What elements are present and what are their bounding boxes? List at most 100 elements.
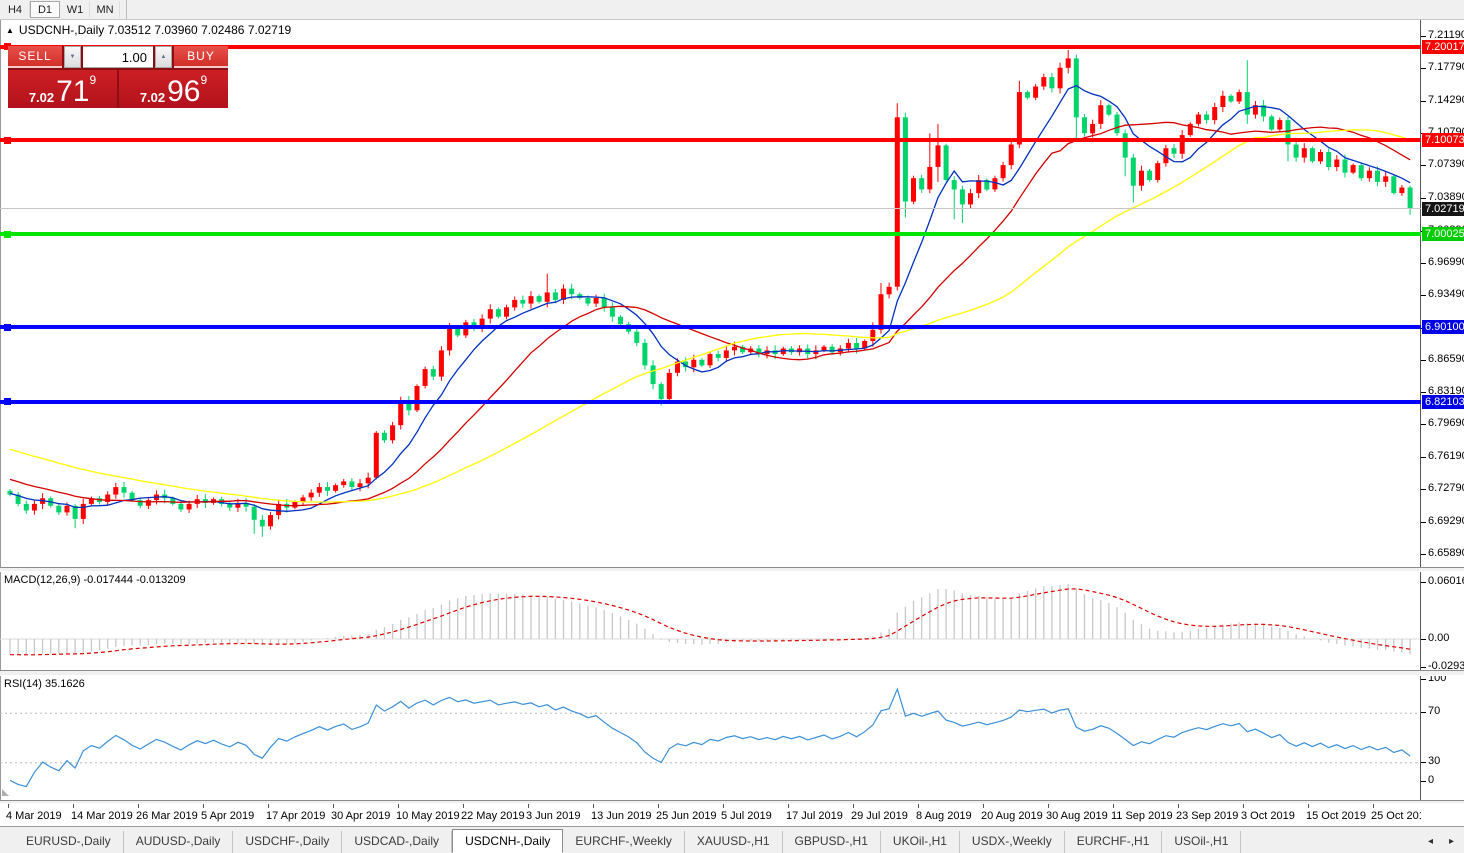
price-axis-tick <box>1421 359 1426 361</box>
support-line[interactable] <box>0 325 1421 329</box>
support-line[interactable] <box>0 399 1421 404</box>
date-axis-label: 3 Jun 2019 <box>526 810 581 822</box>
sell-price-big: 71 <box>56 75 90 108</box>
date-axis-tick <box>333 804 334 808</box>
tab-gbpusd-h1[interactable]: GBPUSD-,H1 <box>783 831 881 853</box>
price-axis-tick-label: 6.69290 <box>1428 514 1464 527</box>
date-axis-tick <box>268 804 269 808</box>
macd-axis-tick-label: 0.060161 <box>1428 575 1464 588</box>
triangle-down-icon: ▼ <box>69 54 76 60</box>
price-badge: 6.90100 <box>1422 320 1464 334</box>
line-handle[interactable] <box>4 323 11 331</box>
timeframe-mn[interactable]: MN <box>90 1 120 18</box>
current-bid-line[interactable] <box>0 208 1421 210</box>
pane-splitter[interactable] <box>0 567 1464 572</box>
date-axis-label: 14 Mar 2019 <box>71 810 133 822</box>
rsi-axis-tick <box>1421 679 1426 680</box>
resistance-line[interactable] <box>0 44 1421 49</box>
rsi-axis-tick <box>1421 762 1426 763</box>
pane-splitter[interactable] <box>0 800 1464 804</box>
date-axis-label: 3 Oct 2019 <box>1241 810 1295 822</box>
volume-increase-button[interactable]: ▲ <box>155 46 172 68</box>
sell-price-tile[interactable]: 7.02 71 9 <box>8 70 117 108</box>
buy-price-sup: 9 <box>200 73 208 87</box>
date-axis-label: 17 Jul 2019 <box>786 810 843 822</box>
tab-usdchf-daily[interactable]: USDCHF-,Daily <box>233 831 343 853</box>
date-axis-tick <box>73 804 74 808</box>
date-axis-tick <box>1308 804 1309 808</box>
rsi-pane-canvas <box>0 687 1421 788</box>
price-axis-tick-label: 6.79690 <box>1428 417 1464 430</box>
tab-eurusd-daily[interactable]: EURUSD-,Daily <box>14 831 124 853</box>
price-axis-tick-label: 6.83190 <box>1428 384 1464 397</box>
toolbar-separator <box>126 0 127 19</box>
chart-symbol-label: USDCNH-,Daily <box>18 23 105 37</box>
line-handle[interactable] <box>4 398 11 406</box>
tab-usdx-weekly[interactable]: USDX-,Weekly <box>960 831 1065 853</box>
date-axis-label: 29 Jul 2019 <box>851 810 908 822</box>
ohlc-high: 7.03960 <box>154 23 198 37</box>
tab-usoil-h1[interactable]: USOil-,H1 <box>1162 831 1242 853</box>
macd-axis-tick <box>1421 639 1426 640</box>
price-axis-tick <box>1421 521 1426 523</box>
date-axis-label: 25 Oct 2019 <box>1371 810 1421 822</box>
rsi-axis-tick <box>1421 781 1426 782</box>
timeframe-w1[interactable]: W1 <box>60 1 90 18</box>
rsi-indicator-label: RSI(14) 35.1626 <box>4 678 85 690</box>
date-axis-label: 5 Jul 2019 <box>721 810 772 822</box>
sell-price-sup: 9 <box>89 73 97 87</box>
timeframe-h4[interactable]: H4 <box>0 1 30 18</box>
date-axis-label: 4 Mar 2019 <box>6 810 62 822</box>
price-axis-tick <box>1421 457 1426 459</box>
collapse-chart-icon[interactable]: ▲ <box>6 26 14 35</box>
rsi-axis-tick-label: 70 <box>1428 705 1441 717</box>
line-handle[interactable] <box>4 43 11 51</box>
tab-audusd-daily[interactable]: AUDUSD-,Daily <box>124 831 234 853</box>
buy-price-tile[interactable]: 7.02 96 9 <box>119 70 228 108</box>
pane-splitter[interactable] <box>0 670 1464 676</box>
volume-decrease-button[interactable]: ▼ <box>64 46 81 68</box>
tab-xauusd-h1[interactable]: XAUUSD-,H1 <box>685 831 783 853</box>
price-axis-tick <box>1421 100 1426 102</box>
line-handle[interactable] <box>4 230 11 238</box>
resistance-line[interactable] <box>0 138 1421 143</box>
line-handle[interactable] <box>4 136 11 144</box>
price-axis-tick <box>1421 262 1426 264</box>
volume-input[interactable] <box>83 46 153 68</box>
tab-eurchf-weekly[interactable]: EURCHF-,Weekly <box>563 831 685 853</box>
buy-price-prefix: 7.02 <box>139 90 166 105</box>
date-axis-tick <box>203 804 204 808</box>
support-line[interactable] <box>0 232 1421 237</box>
price-axis-tick <box>1421 489 1426 491</box>
date-axis-label: 15 Oct 2019 <box>1306 810 1366 822</box>
pane-resize-grip[interactable] <box>2 789 9 796</box>
date-axis-label: 10 May 2019 <box>396 810 460 822</box>
chart-title: ▲ USDCNH-,Daily 7.03512 7.03960 7.02486 7… <box>6 23 291 37</box>
macd-indicator-label: MACD(12,26,9) -0.017444 -0.013209 <box>4 574 186 586</box>
buy-button[interactable]: BUY <box>174 46 228 68</box>
date-axis-tick <box>1113 804 1114 808</box>
sell-button[interactable]: SELL <box>8 46 62 68</box>
date-axis-tick <box>788 804 789 808</box>
price-axis-tick-label: 7.14290 <box>1428 93 1464 106</box>
tabs-scroll-left-icon[interactable]: ◂ <box>1427 836 1433 847</box>
rsi-axis-tick-label: 0 <box>1428 774 1435 786</box>
sell-price-prefix: 7.02 <box>28 90 55 105</box>
date-axis-label: 20 Aug 2019 <box>981 810 1043 822</box>
timeframe-d1[interactable]: D1 <box>30 1 60 18</box>
price-axis-tick-label: 7.07390 <box>1428 158 1464 171</box>
price-axis-tick-label: 6.76190 <box>1428 450 1464 463</box>
chart-window <box>0 20 1464 826</box>
price-axis-tick-label: 6.96990 <box>1428 255 1464 268</box>
date-axis-label: 8 Aug 2019 <box>916 810 972 822</box>
tab-usdcnh-daily[interactable]: USDCNH-,Daily <box>452 829 564 853</box>
tabs-scroll-right-icon[interactable]: ▸ <box>1448 836 1454 847</box>
tab-eurchf-h1[interactable]: EURCHF-,H1 <box>1065 831 1163 853</box>
tab-usdcad-daily[interactable]: USDCAD-,Daily <box>342 831 453 853</box>
price-axis-tick-label: 7.21190 <box>1428 29 1464 41</box>
date-axis-tick <box>398 804 399 808</box>
price-axis-tick-label: 6.86590 <box>1428 352 1464 365</box>
date-axis: 4 Mar 2019 14 Mar 2019 26 Mar 2019 5 Apr 20… <box>0 804 1421 826</box>
macd-axis-tick-label: -0.029378 <box>1428 659 1464 672</box>
tab-ukoil-h1[interactable]: UKOil-,H1 <box>881 831 960 853</box>
